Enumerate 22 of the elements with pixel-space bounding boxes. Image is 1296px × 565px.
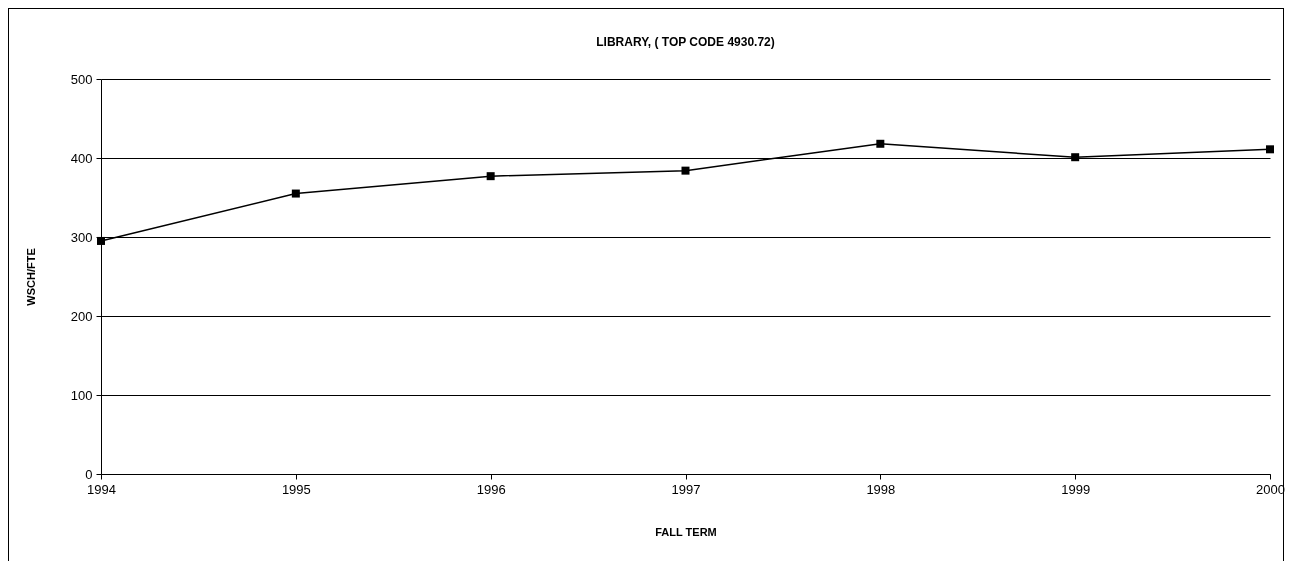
point — [1071, 153, 1080, 162]
y-tick-label: 200 — [70, 308, 93, 324]
point — [681, 166, 690, 175]
point — [486, 172, 495, 181]
point — [291, 189, 300, 198]
x-tick-label: 1999 — [1061, 481, 1091, 497]
x-tick-label: 1998 — [866, 481, 896, 497]
y-tick-label: 0 — [85, 466, 93, 482]
y-axis-title: WSCH/FTE — [24, 248, 37, 306]
x-tick-label: 1996 — [476, 481, 506, 497]
x-tick-label: 1997 — [671, 481, 701, 497]
y-tick-label: 300 — [70, 229, 93, 245]
point — [876, 139, 885, 148]
chart-title: LIBRARY, ( TOP CODE 4930.72) — [596, 35, 775, 49]
point — [97, 236, 105, 245]
x-tick-label: 1994 — [87, 481, 116, 497]
y-tick-label: 100 — [70, 387, 93, 403]
x-axis-title: FALL TERM — [655, 525, 717, 538]
point — [1266, 145, 1274, 154]
x-tick-label: 1995 — [281, 481, 311, 497]
y-tick-label: 400 — [70, 150, 93, 166]
y-tick-label: 500 — [70, 71, 93, 87]
